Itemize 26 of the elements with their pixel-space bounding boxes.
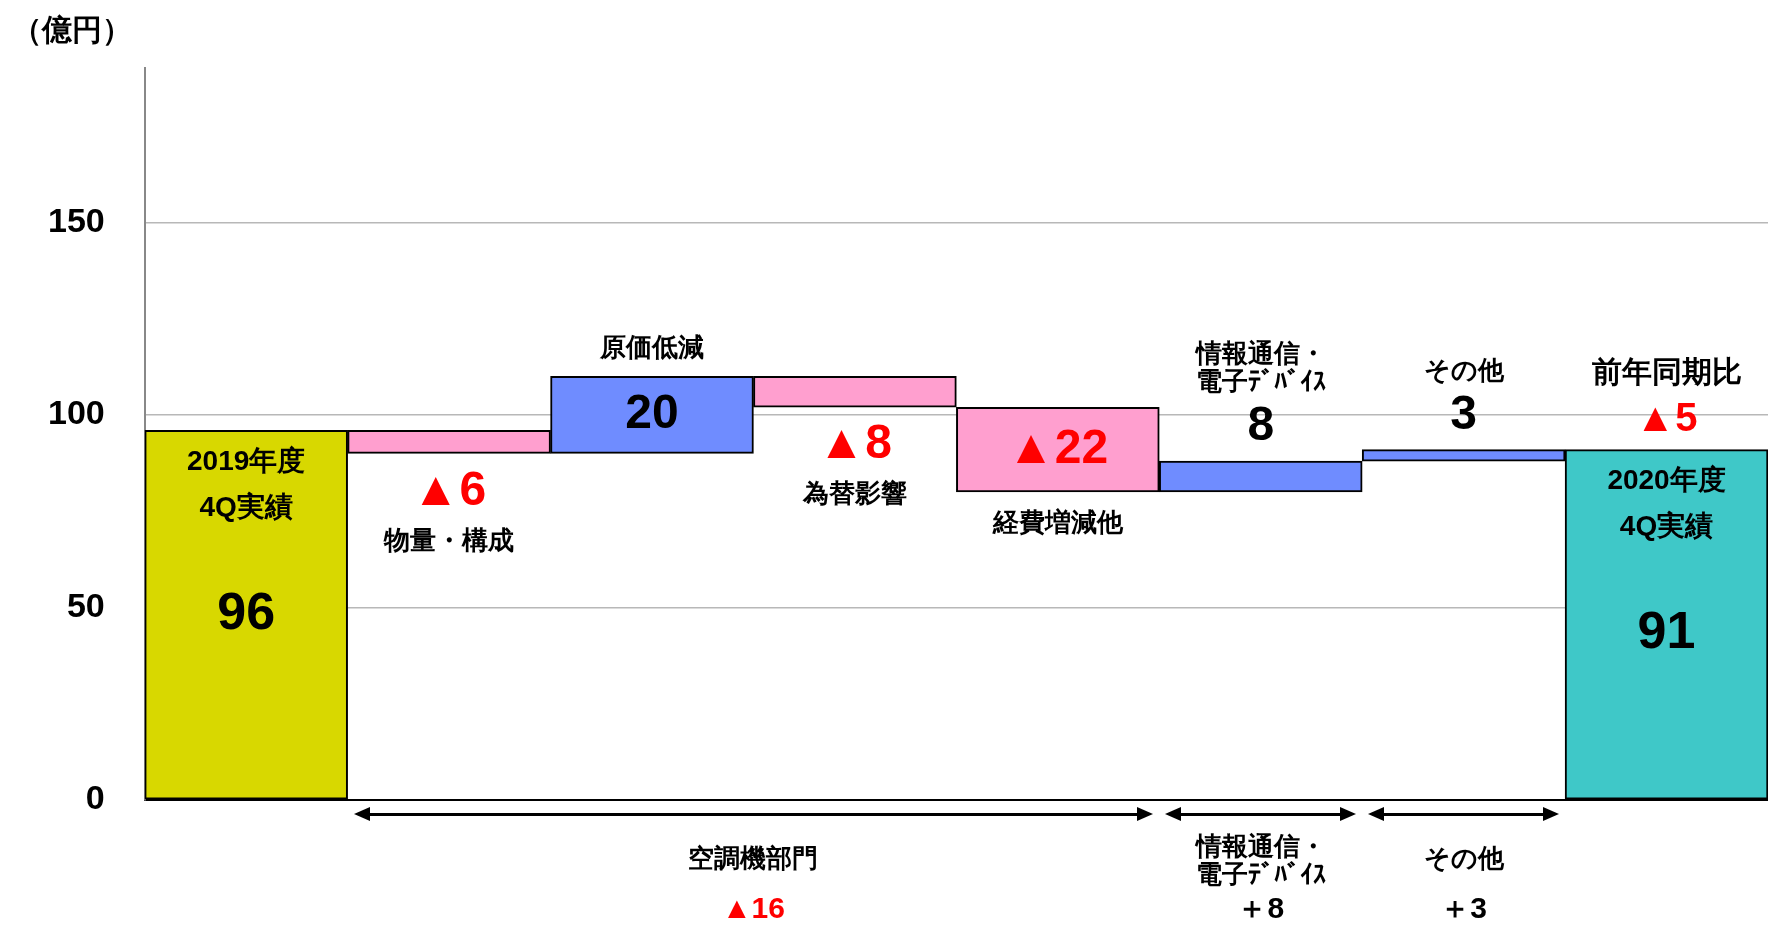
annotation: 前年同期比 ▲5 [1591,354,1742,439]
x-tick-label: 物量・構成 [383,524,515,555]
y-tick-label: 0 [85,778,105,817]
data-label: ▲6 [411,461,487,515]
data-label: 20 [625,385,679,439]
data-label: 3 [1450,385,1477,439]
text: 空調機部門 [688,843,819,874]
text: ＋8 [1237,891,1285,925]
annotation: 情報通信・電子ﾃﾞﾊﾞｲｽ [1193,338,1326,397]
data-label: ▲22 [1007,419,1109,473]
x-tick-label: 原価低減 [599,331,704,362]
y-axis-title: （億円） [12,13,132,47]
y-tick-label: 100 [47,393,105,432]
text: ＋3 [1440,891,1487,925]
data-label: 96 [217,581,276,640]
data-label: 91 [1637,600,1696,659]
text: ▲16 [721,891,785,925]
x-tick-label: 2020年度 4Q実績 [1607,464,1726,542]
x-tick-label: 為替影響 [801,478,907,509]
x-tick-label: 2019年度 4Q実績 [187,445,306,523]
y-tick-label: 50 [66,585,105,624]
data-label: ▲8 [817,415,893,469]
x-tick-label: 経費増減他 [991,507,1124,538]
annotation: その他 [1423,354,1505,385]
y-tick-label: 150 [47,200,105,239]
data-label: 8 [1247,397,1275,451]
